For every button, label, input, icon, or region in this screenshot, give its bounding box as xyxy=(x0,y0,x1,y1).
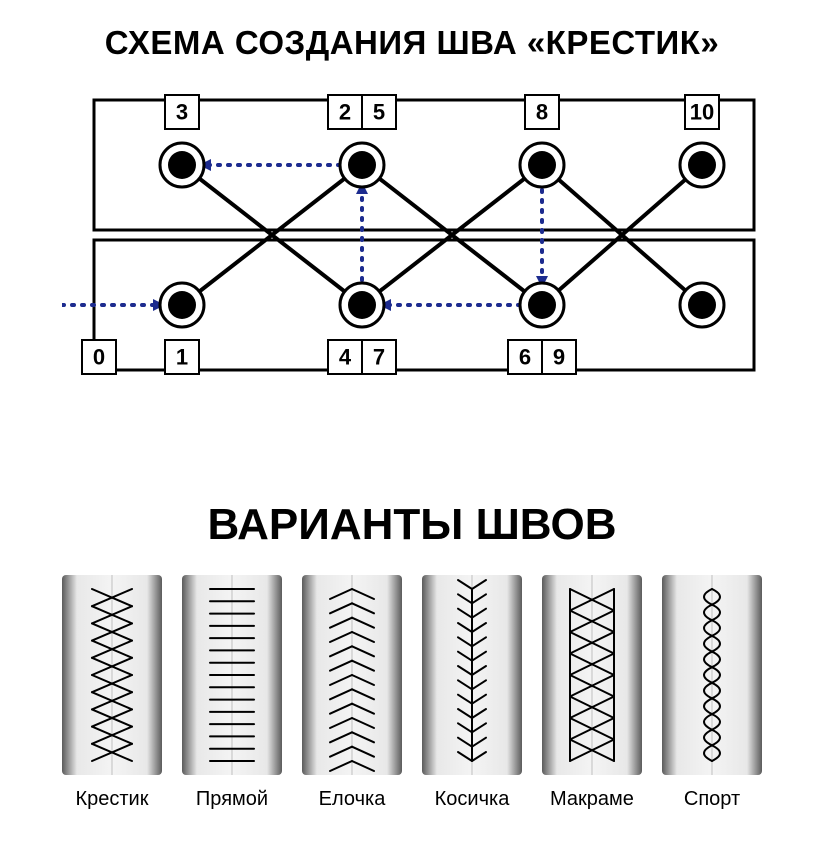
svg-text:5: 5 xyxy=(373,100,385,125)
variant-elochka: Елочка xyxy=(302,575,402,811)
svg-text:10: 10 xyxy=(690,100,714,125)
variant-tile-elochka xyxy=(302,575,402,775)
variant-label-pryamoy: Прямой xyxy=(182,788,282,811)
variant-sport: Спорт xyxy=(662,575,762,811)
page: СХЕМА СОЗДАНИЯ ШВА «КРЕСТИК» 0 1 3 25 47 8 69 1… xyxy=(0,0,824,868)
variant-label-makrame: Макраме xyxy=(542,788,642,811)
stitch-variants: Крестик Прямой Елочка Косичка Макраме Спорт xyxy=(62,575,762,811)
svg-text:0: 0 xyxy=(93,345,105,370)
variant-kosichka: Косичка xyxy=(422,575,522,811)
svg-text:6: 6 xyxy=(519,345,531,370)
title-scheme: СХЕМА СОЗДАНИЯ ШВА «КРЕСТИК» xyxy=(0,24,824,62)
svg-text:3: 3 xyxy=(176,100,188,125)
variant-tile-kosichka xyxy=(422,575,522,775)
variant-label-krestik: Крестик xyxy=(62,788,162,811)
variant-label-sport: Спорт xyxy=(662,788,762,811)
variant-tile-pryamoy xyxy=(182,575,282,775)
svg-text:7: 7 xyxy=(373,345,385,370)
variant-pryamoy: Прямой xyxy=(182,575,282,811)
variant-label-elochka: Елочка xyxy=(302,788,402,811)
svg-text:4: 4 xyxy=(339,345,352,370)
variant-tile-makrame xyxy=(542,575,642,775)
variant-tile-sport xyxy=(662,575,762,775)
variant-label-kosichka: Косичка xyxy=(422,788,522,811)
variant-krestik: Крестик xyxy=(62,575,162,811)
cross-stitch-diagram: 0 1 3 25 47 8 69 10 xyxy=(62,90,762,390)
svg-text:2: 2 xyxy=(339,100,351,125)
variant-makrame: Макраме xyxy=(542,575,642,811)
svg-text:9: 9 xyxy=(553,345,565,370)
svg-text:1: 1 xyxy=(176,345,188,370)
title-variants: ВАРИАНТЫ ШВОВ xyxy=(0,500,824,550)
svg-text:8: 8 xyxy=(536,100,548,125)
variant-tile-krestik xyxy=(62,575,162,775)
